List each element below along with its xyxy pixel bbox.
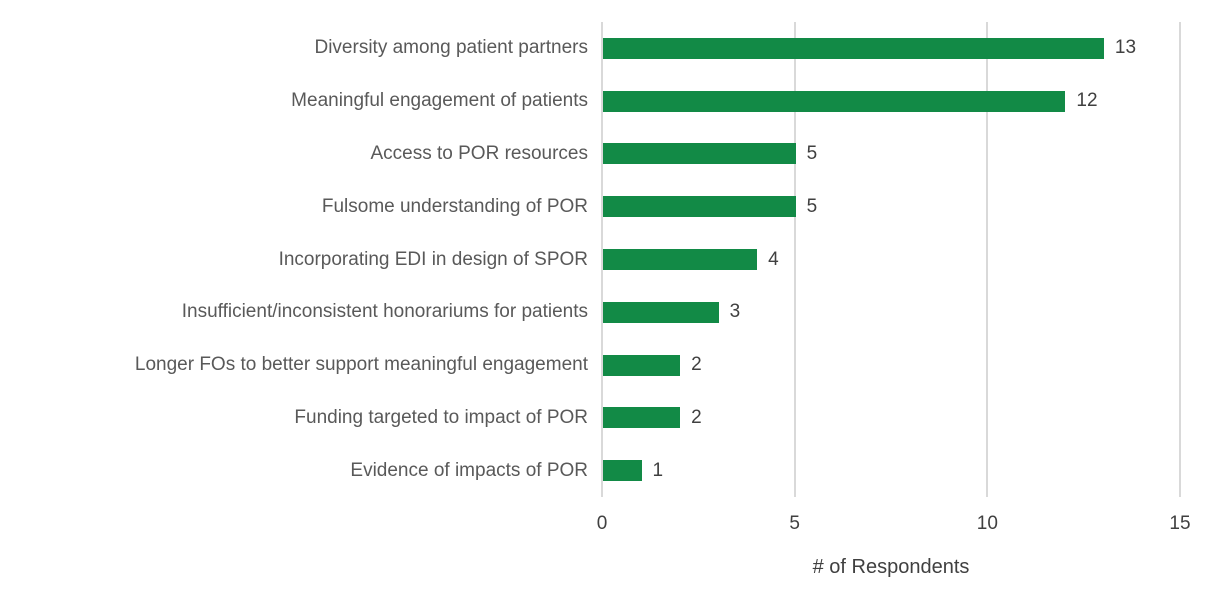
bar bbox=[603, 301, 719, 323]
x-tick-label: 10 bbox=[976, 513, 998, 534]
gridline bbox=[601, 22, 603, 497]
x-tick-label: 15 bbox=[1169, 513, 1191, 534]
bar bbox=[603, 354, 681, 376]
bar bbox=[603, 196, 796, 218]
category-label: Insufficient/inconsistent honorariums fo… bbox=[181, 301, 588, 323]
value-label: 2 bbox=[691, 406, 702, 428]
x-tick-label: 5 bbox=[789, 513, 800, 534]
category-label: Funding targeted to impact of POR bbox=[294, 406, 588, 428]
category-label: Incorporating EDI in design of SPOR bbox=[278, 248, 588, 270]
category-label: Longer FOs to better support meaningful … bbox=[134, 354, 588, 376]
gridline bbox=[986, 22, 989, 497]
value-label: 13 bbox=[1114, 37, 1137, 59]
value-label: 1 bbox=[652, 459, 664, 481]
bar bbox=[603, 249, 758, 270]
value-label: 2 bbox=[691, 354, 702, 376]
value-label: 4 bbox=[768, 248, 779, 270]
gridline bbox=[793, 22, 796, 497]
value-label: 5 bbox=[806, 195, 818, 217]
x-axis-title: # of Respondents bbox=[812, 556, 970, 578]
bar bbox=[603, 143, 796, 165]
x-tick-label: 0 bbox=[596, 513, 608, 534]
value-label: 3 bbox=[729, 301, 741, 323]
bar bbox=[603, 407, 681, 429]
bar bbox=[603, 37, 1104, 59]
value-label: 5 bbox=[806, 142, 818, 164]
category-label: Evidence of impacts of POR bbox=[350, 459, 588, 481]
gridline bbox=[1179, 22, 1181, 497]
bar bbox=[603, 460, 642, 482]
category-label: Diversity among patient partners bbox=[314, 37, 588, 59]
category-label: Access to POR resources bbox=[370, 142, 588, 164]
bar bbox=[603, 90, 1066, 112]
value-label: 12 bbox=[1076, 90, 1098, 112]
category-label: Meaningful engagement of patients bbox=[291, 90, 588, 112]
category-label: Fulsome understanding of POR bbox=[321, 195, 588, 217]
